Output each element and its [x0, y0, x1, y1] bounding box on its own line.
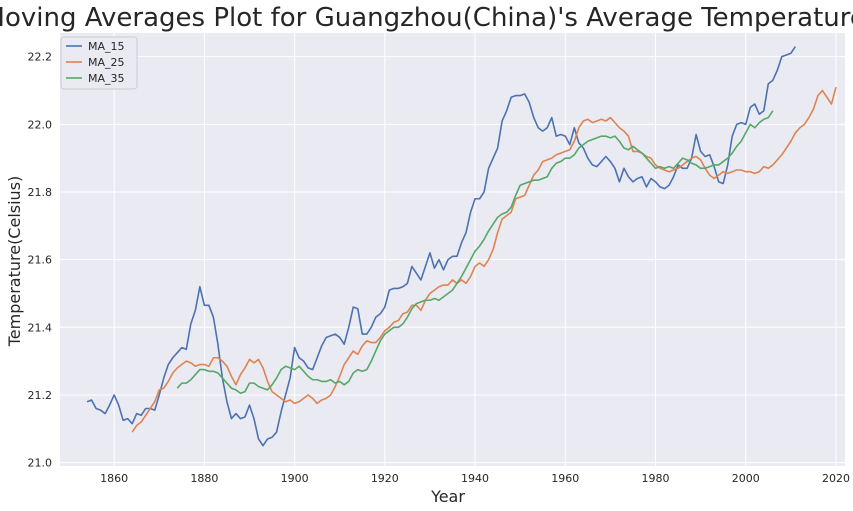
x-axis-ticks: 1860 1880 1900 1920 1940 1960 1980 2000 2020 [100, 472, 850, 485]
y-tick-label: 21.6 [28, 254, 53, 267]
x-tick-label: 2000 [732, 472, 760, 485]
y-tick-label: 22.2 [28, 51, 53, 64]
legend-label-ma-35: MA_35 [88, 72, 125, 85]
y-tick-label: 21.2 [28, 389, 53, 402]
y-axis-ticks: 21.0 21.2 21.4 21.6 21.8 22.0 22.2 [28, 51, 53, 470]
x-tick-label: 1920 [371, 472, 399, 485]
series-line-ma-25 [131, 86, 837, 433]
series-line-ma-35 [176, 110, 774, 395]
y-tick-label: 22.0 [28, 118, 53, 131]
legend-label-ma-15: MA_15 [88, 40, 125, 53]
legend: MA_15 MA_25 MA_35 [60, 36, 138, 90]
plot-background [60, 33, 845, 466]
legend-label-ma-25: MA_25 [88, 56, 125, 69]
x-tick-label: 1860 [100, 472, 128, 485]
x-tick-label: 1960 [551, 472, 579, 485]
y-tick-label: 21.8 [28, 186, 53, 199]
y-axis-label: Temperature(Celsius) [5, 176, 24, 348]
series-layer [86, 46, 837, 447]
x-tick-label: 1880 [190, 472, 218, 485]
legend-frame [60, 36, 138, 90]
x-tick-label: 1900 [281, 472, 309, 485]
y-tick-label: 21.4 [28, 321, 53, 334]
series-line-ma-15 [86, 46, 797, 447]
x-axis-label: Year [430, 487, 465, 506]
chart-title: Moving Averages Plot for Guangzhou(China… [0, 3, 853, 33]
y-tick-label: 21.0 [28, 457, 53, 470]
x-tick-label: 2020 [822, 472, 850, 485]
grid [60, 33, 845, 466]
x-tick-label: 1980 [642, 472, 670, 485]
x-tick-label: 1940 [461, 472, 489, 485]
